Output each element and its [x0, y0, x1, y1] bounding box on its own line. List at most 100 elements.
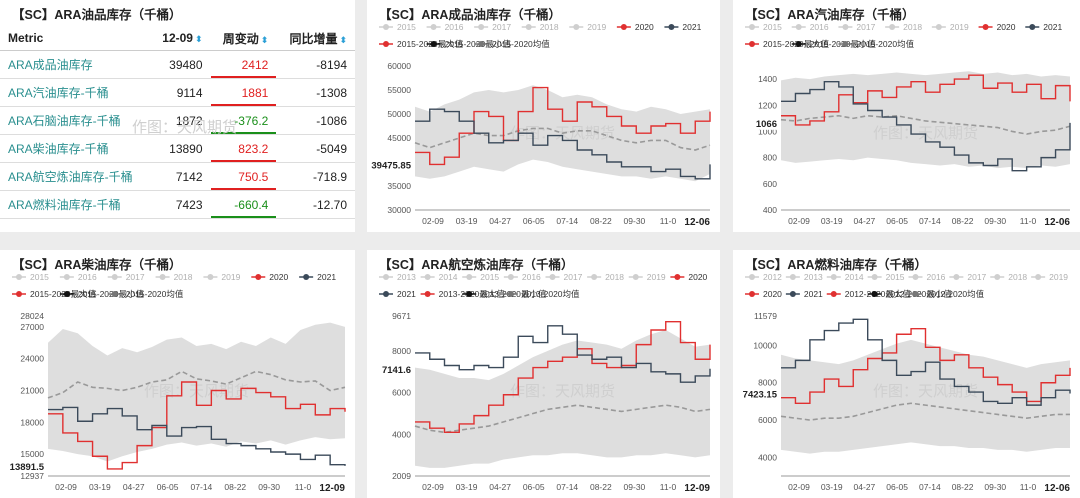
- table-row: ARA航空炼油库存-千桶 7142 750.5 -718.9: [0, 162, 355, 191]
- metric-cell[interactable]: ARA成品油库存: [0, 50, 151, 79]
- sort-icon[interactable]: ⬍: [260, 34, 269, 45]
- metric-cell[interactable]: ARA石脑油库存-千桶: [0, 106, 151, 135]
- wow-cell: 1881: [210, 78, 277, 107]
- legend-item[interactable]: 2015: [462, 272, 499, 282]
- value-cell: 39480: [150, 50, 211, 79]
- legend-item[interactable]: 2015: [867, 272, 905, 282]
- col-header-date[interactable]: 12-09 ⬍: [150, 26, 211, 51]
- legend-label: 2013: [397, 272, 416, 282]
- series-mean-line: [780, 402, 1070, 421]
- series-2020-line: [415, 86, 711, 166]
- legend-item[interactable]: 2019: [203, 272, 241, 282]
- legend-item[interactable]: 2014: [826, 272, 864, 282]
- legend-item[interactable]: 2020: [251, 272, 288, 282]
- current-value-label: 13891.5: [10, 462, 45, 473]
- legend-item[interactable]: 2013-2020均值: [503, 289, 580, 299]
- legend-item[interactable]: 2017: [107, 272, 145, 282]
- legend-item[interactable]: 2016: [503, 272, 541, 282]
- legend-item[interactable]: 2015-2020均值: [838, 39, 915, 49]
- legend-label: 2015: [480, 272, 499, 282]
- legend-item[interactable]: 2018: [521, 22, 559, 32]
- legend-dot-icon: [507, 274, 514, 280]
- legend-label: 2014: [439, 272, 458, 282]
- legend-item[interactable]: 2019: [1031, 272, 1068, 282]
- metric-cell[interactable]: ARA柴油库存-千桶: [0, 134, 151, 163]
- legend-item[interactable]: 2015-2020均值: [107, 289, 184, 299]
- legend-label: 2019: [950, 22, 969, 32]
- legend-item[interactable]: 2015-2020均值: [474, 39, 550, 49]
- legend-item[interactable]: 2021: [379, 289, 416, 299]
- series-2020-line: [781, 74, 1071, 126]
- legend-item[interactable]: 2020: [616, 22, 654, 32]
- legend-item[interactable]: 2021: [785, 289, 823, 299]
- sort-icon[interactable]: ⬍: [339, 34, 347, 45]
- legend-dot-icon: [1029, 24, 1036, 30]
- x-tick-label: 11-0: [660, 482, 677, 492]
- legend-dot-icon: [830, 274, 837, 280]
- legend-item[interactable]: 2021: [664, 22, 702, 32]
- col-header-metric[interactable]: Metric: [0, 26, 151, 51]
- table-row: ARA汽油库存-千桶 9114 1881 -1308: [0, 78, 355, 107]
- legend-dot-icon: [478, 41, 485, 47]
- col-header-wow[interactable]: 周变动 ⬍: [210, 26, 277, 51]
- legend-dot-icon: [789, 291, 796, 297]
- legend-item[interactable]: 2019: [628, 272, 666, 282]
- legend-item[interactable]: 2013: [379, 272, 416, 282]
- legend-dot-icon: [16, 291, 22, 297]
- legend-dot-icon: [749, 41, 755, 47]
- legend-dot-icon: [549, 274, 556, 280]
- legend-dot-icon: [749, 274, 755, 280]
- last-x-label: 12-06: [1044, 217, 1070, 228]
- legend-label: 2014: [845, 272, 864, 282]
- chart-gasoline: 20152016201720182019202020212015-2020最大值…: [735, 22, 1071, 228]
- col-header-yoy[interactable]: 同比增量 ⬍: [276, 26, 355, 51]
- legend-label: 2016: [445, 22, 464, 32]
- legend-item[interactable]: 2019: [931, 22, 969, 32]
- legend-item[interactable]: 2015: [12, 272, 49, 282]
- legend-item[interactable]: 2020: [670, 272, 708, 282]
- legend-item[interactable]: 2017: [474, 22, 511, 32]
- x-tick-label: 09-30: [984, 482, 1006, 492]
- legend-item[interactable]: 2017: [838, 22, 876, 32]
- legend-item[interactable]: 2018: [587, 272, 624, 282]
- x-tick-label: 11-0: [660, 216, 677, 226]
- legend-item[interactable]: 2018: [155, 272, 193, 282]
- legend-item[interactable]: 2012-2020均值: [908, 289, 985, 299]
- legend-item[interactable]: 2018: [885, 22, 922, 32]
- legend-dot-icon: [466, 291, 473, 297]
- legend-item[interactable]: 2020: [745, 289, 782, 299]
- x-tick-label: 09-30: [624, 216, 646, 226]
- legend-item[interactable]: 2016: [426, 22, 464, 32]
- legend-label: 2017: [564, 272, 583, 282]
- legend-item[interactable]: 2013: [785, 272, 823, 282]
- legend-item[interactable]: 2020: [978, 22, 1016, 32]
- legend-item[interactable]: 2016: [59, 272, 97, 282]
- legend-dot-icon: [871, 291, 878, 297]
- legend-label: 2018: [605, 272, 624, 282]
- legend-item[interactable]: 2019: [569, 22, 606, 32]
- series-2021-line: [415, 325, 711, 383]
- legend-item[interactable]: 2017: [949, 272, 987, 282]
- legend-item[interactable]: 2014: [420, 272, 458, 282]
- legend-label: 2021: [1043, 22, 1062, 32]
- legend-item[interactable]: 2016: [791, 22, 829, 32]
- legend-item[interactable]: 2015: [379, 22, 416, 32]
- y-tick-label: 6000: [758, 415, 777, 425]
- metric-cell[interactable]: ARA燃料油库存-千桶: [0, 190, 151, 219]
- legend-item[interactable]: 2018: [990, 272, 1027, 282]
- series-2020-line: [415, 320, 711, 434]
- legend-item[interactable]: 2012: [745, 272, 782, 282]
- metric-cell[interactable]: ARA航空炼油库存-千桶: [0, 162, 151, 191]
- metric-cell[interactable]: ARA汽油库存-千桶: [0, 78, 151, 107]
- legend-item[interactable]: 2016: [908, 272, 946, 282]
- legend-item[interactable]: 2021: [1025, 22, 1062, 32]
- legend-item[interactable]: 2017: [545, 272, 583, 282]
- legend-item[interactable]: 2021: [299, 272, 336, 282]
- legend-dot-icon: [749, 24, 755, 30]
- wow-cell: 2412: [210, 50, 277, 79]
- chart-title: 【SC】ARA汽油库存（千桶）: [745, 8, 915, 22]
- current-value-label: 7423.15: [743, 390, 778, 401]
- sort-icon[interactable]: ⬍: [194, 34, 203, 44]
- legend-item[interactable]: 2015: [745, 22, 782, 32]
- y-tick-label: 2009: [392, 471, 411, 481]
